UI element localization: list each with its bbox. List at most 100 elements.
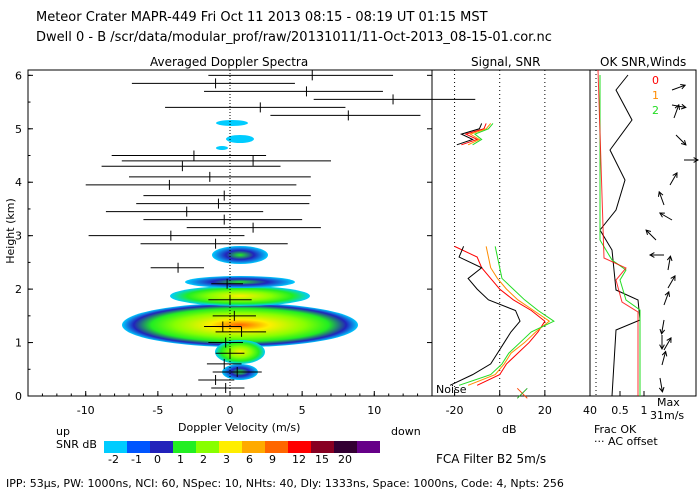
- snr-legend-swatch: [265, 441, 288, 453]
- y-tick-label: 2: [15, 283, 22, 296]
- snr-legend-swatch: [150, 441, 173, 453]
- wind-arrow: [663, 291, 670, 306]
- y-tick-label: 6: [15, 69, 22, 82]
- wind-arrow: [671, 84, 686, 91]
- wind-arrow-head: [666, 336, 672, 343]
- spectra-xlabel: Doppler Velocity (m/s): [178, 421, 301, 434]
- wind-arrow: [659, 377, 663, 392]
- frac-ok-line-0: [597, 69, 639, 396]
- snr-legend-label: 0: [154, 453, 161, 466]
- snr-legend-swatch: [288, 441, 311, 453]
- snr-upper-line-0: [461, 123, 487, 146]
- noise-marker: [516, 387, 528, 399]
- snr-legend-swatch: [334, 441, 357, 453]
- max-label: Max: [657, 396, 680, 409]
- snr-x-tick-label: -20: [446, 404, 464, 417]
- y-tick-label: 5: [15, 123, 22, 136]
- wind-arrow-head: [664, 290, 671, 297]
- winds-frame: [589, 69, 697, 397]
- spectra-ylabel: Height (km): [3, 198, 17, 264]
- snr-legend-label: 9: [269, 453, 276, 466]
- plot-title: Meteor Crater MAPR-449 Fri Oct 11 2013 0…: [36, 10, 488, 25]
- y-tick-label: 4: [15, 176, 22, 189]
- wind-arrow: [661, 319, 665, 334]
- wind-arrow: [663, 337, 672, 351]
- wind-arrow-head: [670, 274, 676, 281]
- wind-arrow-head: [672, 171, 678, 178]
- wind-arrow: [673, 104, 680, 119]
- snr-legend-swatch: [173, 441, 196, 453]
- snr-legend-label: 3: [223, 453, 230, 466]
- snr-line-2: [458, 246, 555, 386]
- snr-upper-line-2: [472, 123, 494, 146]
- snr-legend-label: 20: [338, 453, 352, 466]
- snr-legend-swatch: [196, 441, 219, 453]
- wind-arrow-head: [648, 252, 655, 258]
- x-tick-label: -5: [152, 404, 163, 417]
- down-label: down: [391, 425, 421, 438]
- snr-line-signal: [449, 246, 521, 386]
- wind-arrow-head: [659, 344, 665, 351]
- snr-x-tick-label: 0: [496, 404, 503, 417]
- channel-label-1: 1: [652, 89, 659, 102]
- noise-label: Noise: [436, 383, 467, 396]
- wind-arrow-head: [680, 83, 687, 90]
- wind-arrow-head: [674, 103, 681, 110]
- wind-arrow: [645, 229, 657, 241]
- snr-upper-line-signal: [456, 123, 483, 146]
- snr-legend-swatch: [127, 441, 150, 453]
- data-path: Dwell 0 - B /scr/data/modular_prof/raw/2…: [36, 30, 552, 45]
- filter-label: FCA Filter B2 5m/s: [436, 452, 547, 466]
- snr-x-tick-label: 40: [583, 404, 597, 417]
- x-tick-label: -10: [77, 404, 95, 417]
- snr-legend-label: -1: [131, 453, 142, 466]
- spectra-title: Averaged Doppler Spectra: [150, 55, 309, 69]
- ac-offset-text: AC offset: [608, 435, 658, 448]
- wind-arrow-head: [680, 139, 687, 146]
- snr-line-1: [467, 246, 551, 386]
- y-tick-label: 0: [15, 390, 22, 403]
- radar-params: IPP: 53μs, PW: 1000ns, NCI: 60, NSpec: 1…: [6, 477, 564, 490]
- snr-legend-title: SNR dB: [56, 438, 97, 451]
- wind-arrow-head: [645, 229, 652, 236]
- wind-arrow: [669, 172, 678, 186]
- wind-arrow-head: [658, 212, 665, 218]
- wind-arrow: [675, 134, 687, 146]
- snr-title: Signal, SNR: [471, 55, 541, 69]
- x-tick-label: 0: [227, 404, 234, 417]
- y-tick-label: 1: [15, 337, 22, 350]
- snr-legend-label: 2: [200, 453, 207, 466]
- wind-arrow-head: [666, 255, 673, 262]
- snr-legend-label: 15: [315, 453, 329, 466]
- snr-upper-line-1: [467, 123, 492, 146]
- wind-arrow-head: [693, 157, 700, 163]
- up-label: up: [56, 425, 70, 438]
- frac-ok-label: Frac OK: [594, 423, 637, 436]
- snr-legend-swatch: [219, 441, 242, 453]
- snr-legend-swatch: [311, 441, 334, 453]
- x-tick-label: 5: [299, 404, 306, 417]
- snr-legend-label: 6: [246, 453, 253, 466]
- snr-x-tick-label: 20: [538, 404, 552, 417]
- frac-tick-label: 1: [641, 404, 648, 417]
- wind-arrow: [659, 212, 673, 221]
- ac-offset-label: ··· AC offset: [594, 435, 658, 448]
- wind-arrow: [658, 191, 665, 206]
- frac-tick-label: 0.5: [611, 404, 629, 417]
- wind-arrow-head: [657, 190, 664, 197]
- wind-arrow: [667, 275, 676, 289]
- frac-ok-line-2: [599, 75, 641, 396]
- snr-legend-label: 12: [292, 453, 306, 466]
- channel-label-2: 2: [652, 104, 659, 117]
- snr-frame: [431, 69, 591, 397]
- snr-legend-label: 1: [177, 453, 184, 466]
- wind-arrow: [667, 256, 671, 271]
- spectra-echo-image: [122, 120, 358, 380]
- snr-legend-swatch: [242, 441, 265, 453]
- frac-ok-line-signal: [599, 74, 641, 397]
- wind-arrow: [661, 351, 667, 366]
- winds-title: OK SNR,Winds: [600, 55, 687, 69]
- wind-arrow-head: [680, 103, 687, 110]
- wind-arrow-head: [661, 350, 668, 357]
